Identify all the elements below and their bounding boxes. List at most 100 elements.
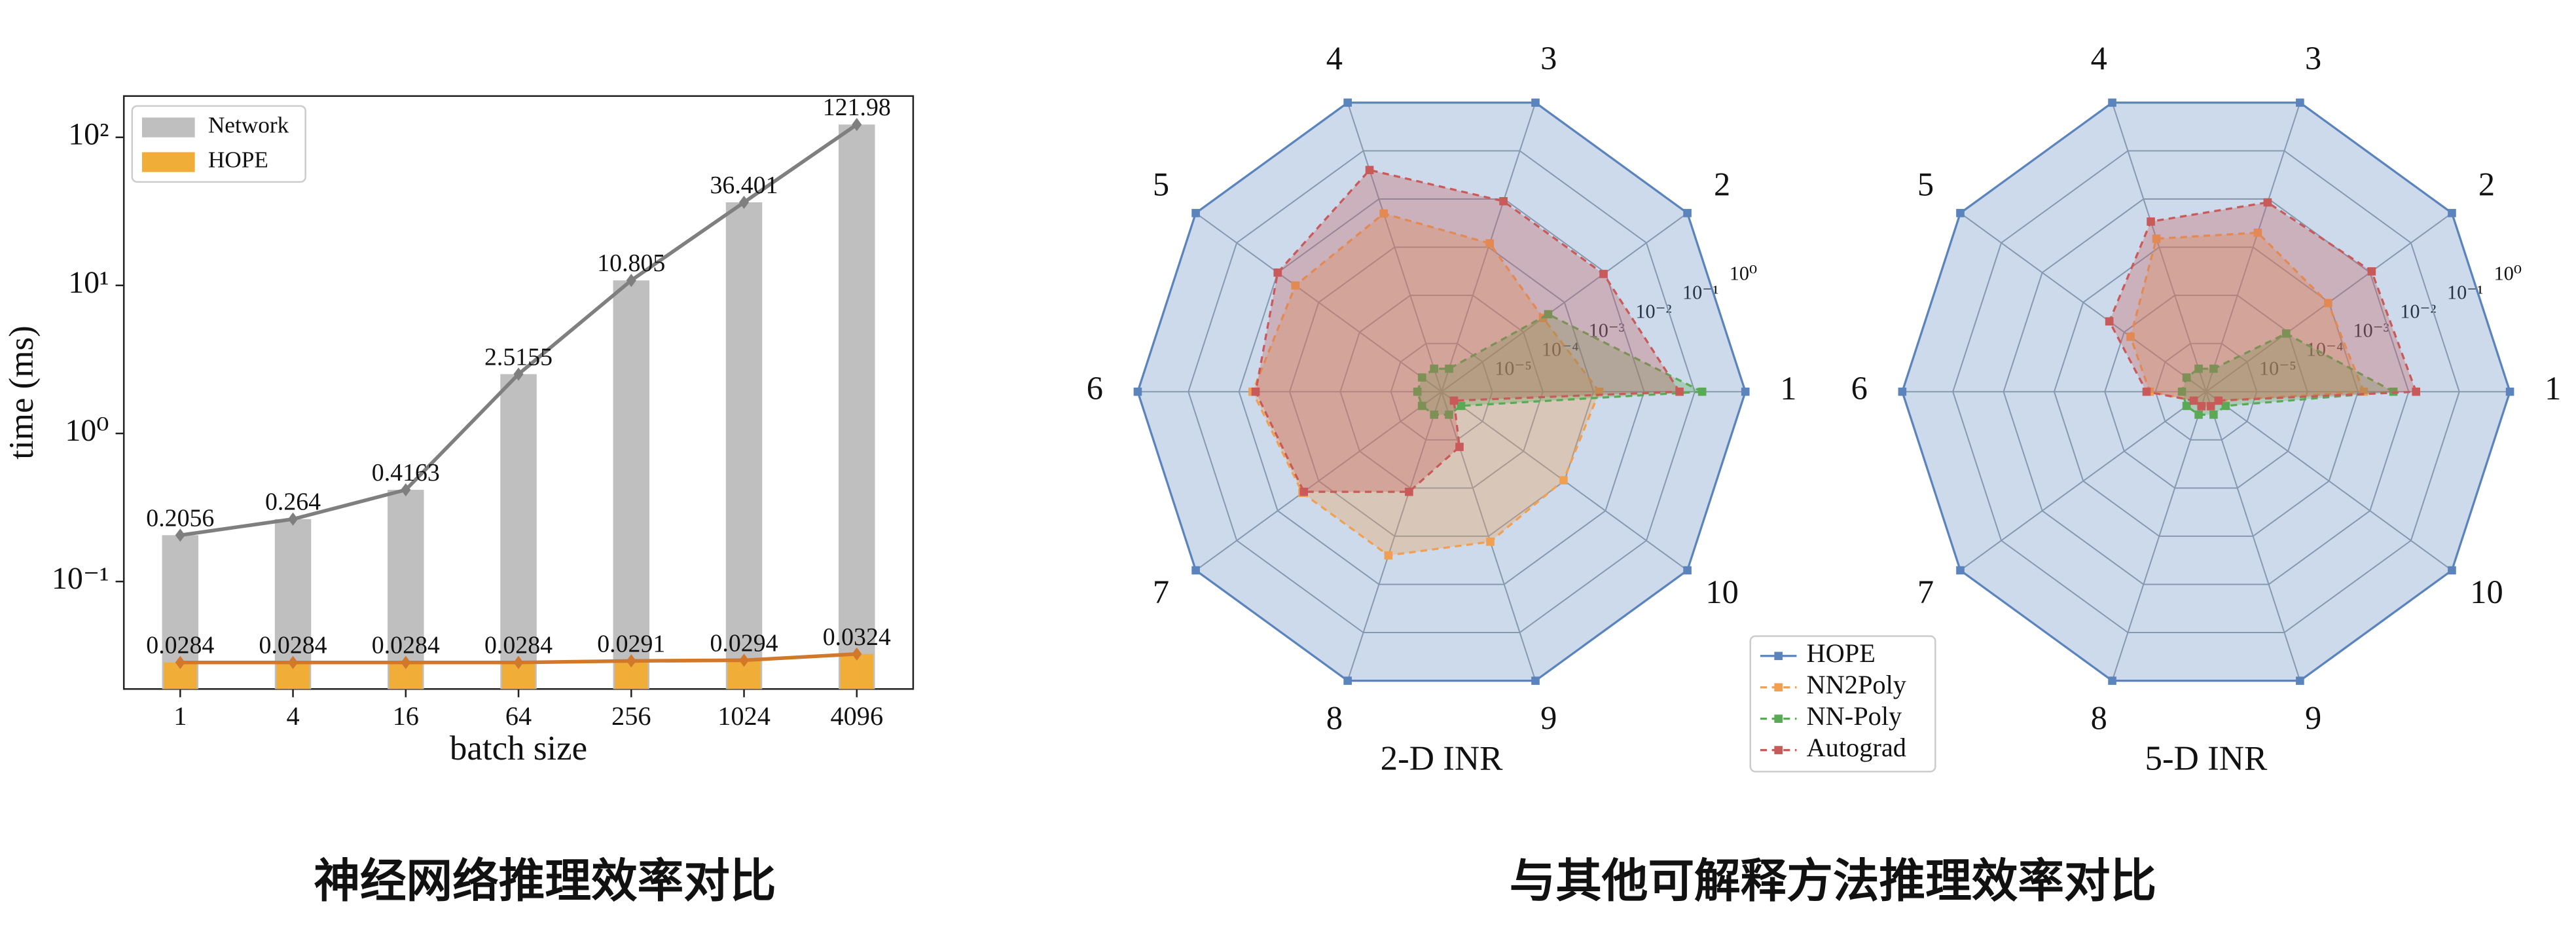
marker [2108,676,2116,685]
y-tick-label: 10⁰ [65,413,109,448]
r-tick-label: 10⁻³ [2353,319,2389,341]
data-label: 0.2056 [146,504,214,532]
marker [738,195,750,210]
legend-marker [1774,746,1783,754]
legend-label: Network [208,113,289,138]
marker [2448,209,2456,217]
data-label: 0.264 [265,488,321,516]
marker [2209,411,2218,419]
marker [1191,566,1200,575]
marker [2194,364,2203,373]
marker [2263,198,2272,207]
marker [401,655,411,669]
marker [626,654,636,668]
legend-box [1749,635,1936,773]
marker [1486,537,1495,546]
marker [1697,387,1707,396]
marker [1449,396,1459,405]
marker [1417,401,1426,411]
marker [2142,387,2151,396]
axis-label: 10 [2470,574,2503,610]
marker [2281,329,2291,338]
marker [1379,209,1388,218]
marker [1559,476,1568,485]
marker [2253,229,2262,237]
x-tick-label: 64 [505,701,532,731]
marker [852,647,862,661]
marker [1413,387,1422,396]
marker [2505,387,2514,396]
marker [1299,487,1309,496]
axis-label: 3 [2305,40,2321,77]
bar [388,490,424,689]
caption: 神经网络推理效率对比 [314,853,776,908]
marker [175,655,185,669]
marker [2214,396,2223,405]
x-axis-label: 5-D INR [2145,739,2268,777]
grid-ring [2104,295,2308,489]
legend-label: NN-Poly [1807,701,1903,731]
grid-ring [1339,295,1544,489]
marker [1599,270,1608,278]
x-axis-label: 2-D INR [1381,739,1504,777]
marker [1956,209,1965,217]
marker [2182,401,2191,411]
legend-marker [1774,714,1783,723]
legend-label: HOPE [208,147,268,173]
grid-ring [1390,342,1493,441]
axis-label: 5 [1153,166,1169,202]
series-area [1416,313,1707,416]
x-tick-label: 4 [286,701,299,731]
axis-label: 1 [2545,370,2561,407]
data-label: 0.4163 [372,459,440,487]
marker [738,653,750,667]
y-axis-label: time (ms) [3,325,41,459]
marker [2412,387,2421,396]
marker [2206,402,2215,411]
legend-label: Autograd [1807,733,1906,762]
axis-label: 9 [1540,700,1557,737]
legend-swatch [141,152,195,172]
marker [2194,411,2203,419]
marker [401,483,411,497]
marker [175,528,185,542]
r-tick-label: 10⁰ [2494,262,2522,284]
marker [852,118,862,132]
data-label: 121.98 [823,94,891,121]
marker [2197,402,2206,411]
y-tick-label: 10² [68,117,109,152]
grid-ring [1188,150,1696,634]
marker [2126,333,2135,341]
marker [2448,566,2456,575]
data-label: 0.0284 [259,632,327,659]
marker [1457,401,1466,411]
marker [1544,310,1553,319]
marker [2221,401,2230,411]
marker [1251,387,1260,396]
grid-ring [1288,246,1595,537]
axis-label: 8 [1326,700,1343,737]
marker [1485,239,1494,248]
marker [626,274,636,287]
marker [1683,566,1692,575]
y-tick-label: 10¹ [68,265,109,300]
axis-label: 4 [1326,40,1343,77]
marker [2296,676,2304,685]
marker [1455,443,1464,451]
marker [1898,387,1907,396]
axis-label: 2 [1714,166,1730,202]
x-axis-label: batch size [450,729,587,767]
bar [725,202,763,689]
marker [1291,281,1300,290]
data-label: 0.0324 [823,623,891,651]
data-label: 0.0284 [484,632,553,659]
marker [1445,364,1453,373]
marker [1133,387,1142,396]
axis-label: 1 [1780,370,1796,407]
r-tick-label: 10⁰ [1730,262,1757,284]
marker [2209,364,2218,373]
grid-ring [2154,342,2258,441]
r-tick-label: 10⁻⁵ [1495,357,1532,379]
marker [2108,98,2116,107]
